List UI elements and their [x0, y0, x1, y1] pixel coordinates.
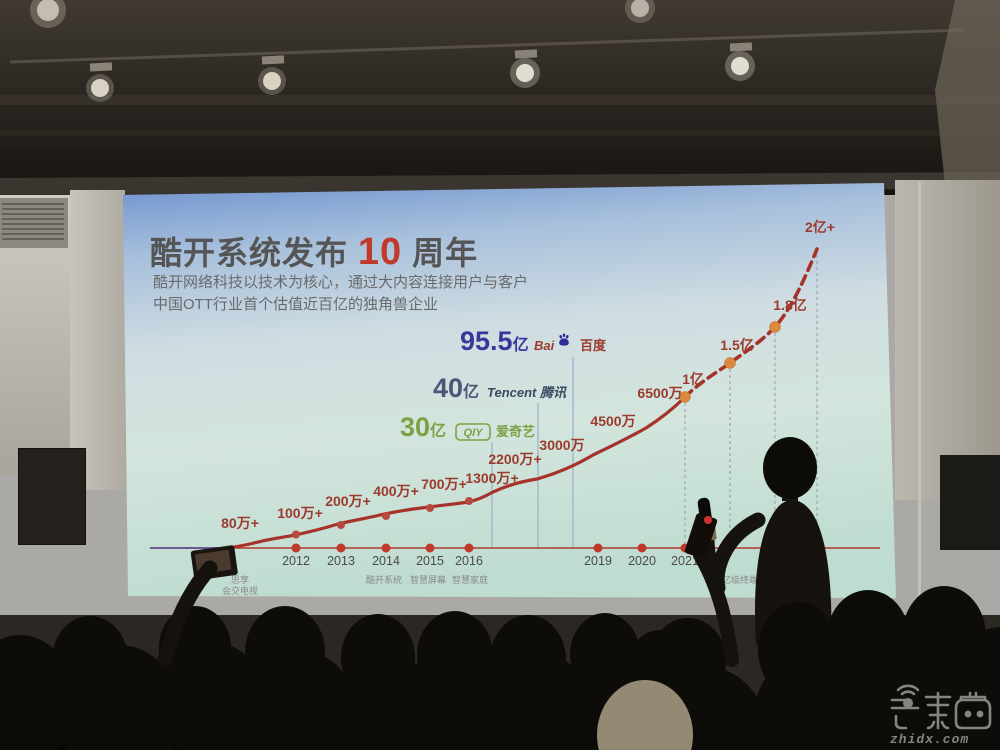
svg-text:zhidx.com: zhidx.com	[890, 732, 969, 747]
